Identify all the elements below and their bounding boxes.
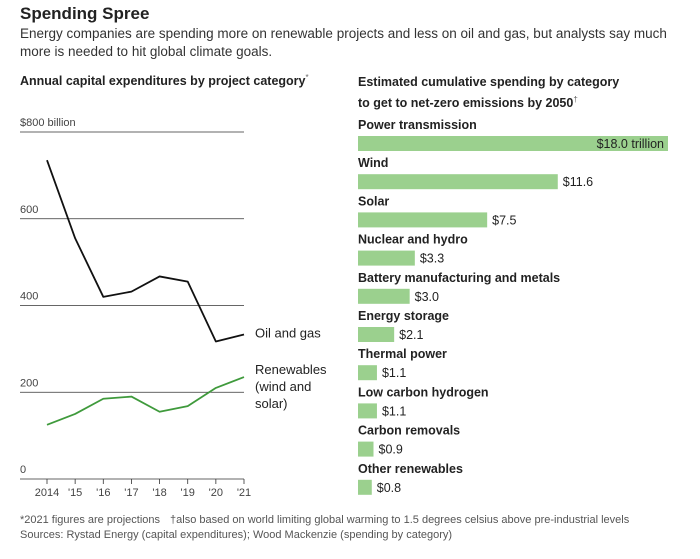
series-label-renewables: (wind and <box>255 379 311 394</box>
x-tick-label: '20 <box>209 487 223 499</box>
y-tick-label: $800 billion <box>20 117 76 129</box>
footnote-row: *2021 figures are projections †also based… <box>20 513 629 528</box>
series-label-renewables: Renewables <box>255 362 327 377</box>
series-label-oil-gas: Oil and gas <box>255 326 321 341</box>
line-chart-heading: Annual capital expenditures by project c… <box>20 73 309 88</box>
bar <box>358 212 488 228</box>
bar-chart-heading-line1: Estimated cumulative spending by categor… <box>358 75 620 89</box>
bar-category-label: Battery manufacturing and metals <box>358 271 560 285</box>
bar-category-label: Nuclear and hydro <box>358 233 468 247</box>
x-tick-label: '21 <box>237 487 251 499</box>
page-subtitle: Energy companies are spending more on re… <box>20 26 667 59</box>
bar-category-label: Power transmission <box>358 118 477 132</box>
renewables-line <box>46 376 245 426</box>
bar-category-label: Low carbon hydrogen <box>358 385 489 399</box>
x-tick-label: '19 <box>181 487 195 499</box>
bar-value-label: $1.1 <box>382 366 406 380</box>
bar-chart-heading-line2-wrap: to get to net-zero emissions by 2050† <box>358 91 678 112</box>
bar-category-label: Solar <box>358 194 389 208</box>
bar <box>358 365 377 381</box>
bar-category-label: Energy storage <box>358 309 449 323</box>
bar-category-label: Thermal power <box>358 347 447 361</box>
bar-category-label: Wind <box>358 156 388 170</box>
bar-value-label: $3.3 <box>420 252 444 266</box>
y-tick-label: 600 <box>20 204 38 216</box>
bar <box>358 479 372 495</box>
bar-category-label: Carbon removals <box>358 424 460 438</box>
footnote-net-zero: †also based on world limiting global war… <box>170 514 630 526</box>
y-tick-label: 0 <box>20 464 26 476</box>
series-label-renewables: solar) <box>255 396 288 411</box>
bar-value-label: $2.1 <box>399 328 423 342</box>
bar <box>358 250 415 266</box>
bar-chart-heading-mark: † <box>573 95 578 104</box>
bar <box>358 174 558 190</box>
y-tick-label: 400 <box>20 291 38 303</box>
bar-chart-heading: Estimated cumulative spending by categor… <box>358 73 678 112</box>
bar-value-label: $1.1 <box>382 404 406 418</box>
bar-value-label: $3.0 <box>415 290 439 304</box>
x-tick-label: '17 <box>124 487 138 499</box>
bar-chart-heading-line2: to get to net-zero emissions by 2050 <box>358 96 574 111</box>
bar-value-label: $11.6 <box>563 175 593 189</box>
footnote-sources: Sources: Rystad Energy (capital expendit… <box>20 529 453 541</box>
footnotes: *2021 figures are projections †also based… <box>20 513 629 543</box>
bar <box>358 288 410 304</box>
line-chart-heading-text: Annual capital expenditures by project c… <box>20 74 306 89</box>
bar-value-label: $7.5 <box>492 213 516 227</box>
y-tick-label: 200 <box>20 377 38 389</box>
footnote-projections: *2021 figures are projections <box>20 514 161 526</box>
bar-value-label: $0.8 <box>377 481 401 495</box>
page-title: Spending Spree <box>20 4 150 23</box>
bar <box>358 136 668 151</box>
bar-value-label: $18.0 trillion <box>597 137 664 151</box>
x-tick-label: '15 <box>68 487 82 499</box>
bar <box>358 441 374 457</box>
bar-value-label: $0.9 <box>379 443 403 457</box>
bar <box>358 327 395 342</box>
x-tick-label: '18 <box>152 487 166 499</box>
bar-category-label: Other renewables <box>358 462 463 476</box>
oil-gas-line <box>46 159 245 343</box>
x-tick-label: '16 <box>96 487 110 499</box>
line-chart-heading-mark: * <box>305 73 309 82</box>
x-tick-label: 2014 <box>35 487 59 499</box>
bar <box>358 403 377 419</box>
